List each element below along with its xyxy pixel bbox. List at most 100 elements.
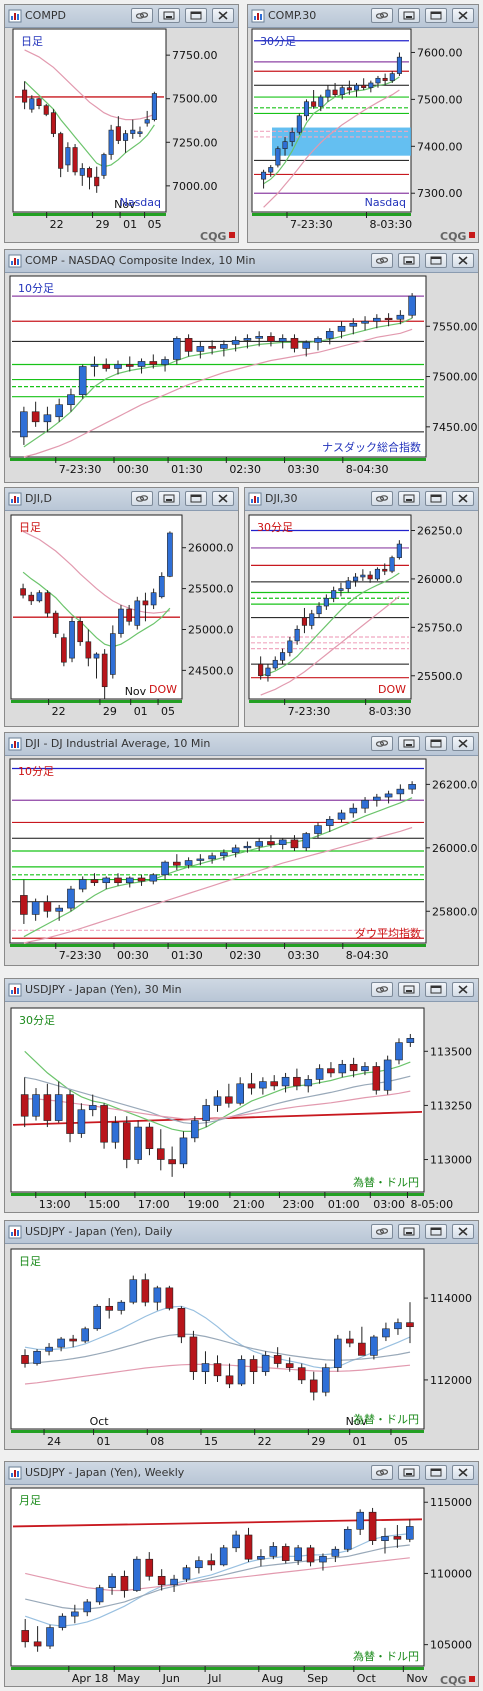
month-label: Nov [125, 685, 147, 698]
candle-body [28, 594, 35, 602]
link-button[interactable] [131, 8, 153, 23]
x-tick-label: 22 [258, 1435, 272, 1448]
candle-body [173, 338, 181, 360]
candle-body [282, 141, 288, 149]
candle-body [290, 338, 299, 349]
close-button[interactable] [452, 8, 474, 23]
x-tick-label: 03:30 [288, 949, 320, 962]
minimize-button[interactable] [398, 8, 420, 23]
link-button[interactable] [371, 491, 393, 506]
link-icon [135, 495, 149, 502]
x-tick-label: 8-04:30 [346, 949, 389, 962]
plot-area[interactable] [10, 1487, 425, 1667]
restore-button[interactable] [425, 736, 447, 751]
candle-body [382, 1328, 390, 1338]
link-button[interactable] [371, 8, 393, 23]
candle-body [125, 877, 134, 884]
link-icon [375, 740, 389, 747]
minimize-button[interactable] [398, 491, 420, 506]
svg-text:CQG: CQG [200, 230, 226, 243]
candle-body [405, 1526, 414, 1540]
candle-body [349, 807, 358, 814]
plot-area[interactable] [251, 28, 412, 213]
y-tick-label: 7750.00 [172, 49, 218, 62]
candle-body [54, 1094, 63, 1121]
x-tick-label: 15 [204, 1435, 218, 1448]
instrument-label: 為替・ドル円 [353, 1412, 419, 1426]
link-button[interactable] [371, 736, 393, 751]
link-button[interactable] [131, 491, 153, 506]
candle-body [137, 131, 143, 134]
restore-button[interactable] [425, 982, 447, 997]
candle-body [161, 861, 169, 876]
candle-body [21, 1355, 29, 1364]
candle-body [393, 1536, 402, 1540]
candle-body [122, 1122, 131, 1160]
minimize-button[interactable] [398, 1465, 420, 1480]
candle-body [237, 1359, 246, 1385]
candle-body [168, 1159, 176, 1165]
close-button[interactable] [212, 491, 234, 506]
plot-area[interactable] [248, 514, 412, 700]
link-button[interactable] [371, 982, 393, 997]
candle-body [170, 1578, 178, 1586]
y-tick-label: 7400.00 [417, 140, 463, 153]
candle-body [255, 336, 263, 339]
close-button[interactable] [452, 1224, 474, 1239]
x-tick-label: 01 [134, 705, 148, 718]
candle-body [396, 56, 402, 74]
close-button[interactable] [452, 1465, 474, 1480]
minimize-button[interactable] [398, 736, 420, 751]
candle-body [67, 394, 75, 406]
x-tick-label: 7-23:30 [59, 463, 102, 476]
window-title: DJI,D [25, 492, 52, 505]
window-title: USDJPY - Japan (Yen), 30 Min [25, 983, 182, 996]
minimize-button[interactable] [158, 491, 180, 506]
close-button[interactable] [452, 982, 474, 997]
restore-button[interactable] [425, 491, 447, 506]
chart-window-icon [248, 491, 262, 506]
link-button[interactable] [371, 253, 393, 268]
chart-window-icon [8, 8, 22, 23]
close-button[interactable] [452, 736, 474, 751]
title-bar: DJI,30 [245, 488, 478, 511]
chart-window-icon [8, 982, 22, 997]
highlight-zone [272, 127, 411, 156]
restore-button[interactable] [425, 1224, 447, 1239]
y-tick-label: 113500 [430, 1045, 472, 1058]
candle-body [71, 1611, 79, 1617]
y-tick-label: 7500.00 [172, 93, 218, 106]
candle-body [343, 1528, 352, 1550]
candle-body [145, 1126, 154, 1150]
restore-button[interactable] [425, 253, 447, 268]
minimize-button[interactable] [158, 8, 180, 23]
minimize-button[interactable] [398, 253, 420, 268]
close-button[interactable] [212, 8, 234, 23]
candle-body [21, 1630, 30, 1643]
candle-body [325, 818, 334, 826]
chart-window: DJI,D 26000.0 25500.0 25000.0 24500.0 22 29 01 0… [4, 487, 239, 727]
time-bar [13, 213, 166, 216]
candle-body [177, 1308, 186, 1338]
candle-body [361, 1066, 369, 1072]
restore-icon [190, 494, 202, 503]
plot-area[interactable] [9, 275, 427, 458]
restore-button[interactable] [185, 491, 207, 506]
restore-button[interactable] [425, 1465, 447, 1480]
chart-window: COMPD 7750.00 7500.00 7250.00 7000.00 22 29 01 0… [4, 4, 239, 243]
close-button[interactable] [452, 253, 474, 268]
candle-body [57, 1338, 65, 1348]
close-button[interactable] [452, 491, 474, 506]
candle-body [117, 1301, 126, 1311]
link-button[interactable] [371, 1465, 393, 1480]
restore-button[interactable] [185, 8, 207, 23]
candle-body [338, 588, 344, 591]
minimize-button[interactable] [398, 1224, 420, 1239]
minimize-button[interactable] [398, 982, 420, 997]
link-icon [135, 12, 149, 19]
candle-body [267, 841, 275, 845]
restore-button[interactable] [425, 8, 447, 23]
title-bar: USDJPY - Japan (Yen), Weekly [5, 1462, 478, 1485]
candle-body [137, 361, 146, 367]
link-button[interactable] [371, 1224, 393, 1239]
